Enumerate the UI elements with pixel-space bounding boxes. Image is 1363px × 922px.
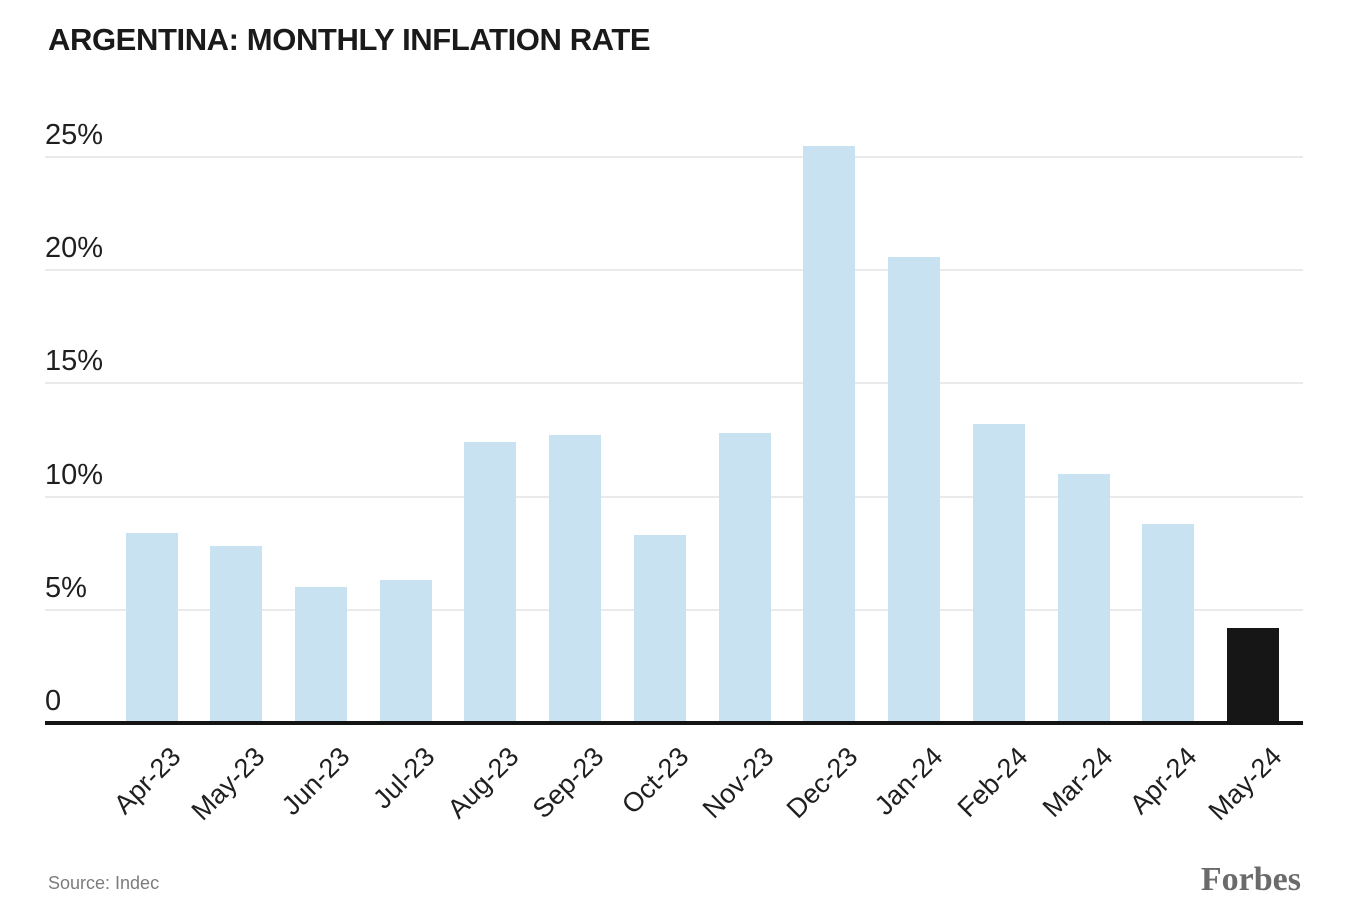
grid-line-20pct: [45, 269, 1303, 272]
y-tick-label-20pct: 20%: [45, 232, 104, 265]
bar-jan-24: [888, 256, 941, 723]
grid-line-10pct: [45, 495, 1303, 498]
bar-sep-23: [549, 435, 602, 723]
bar-aug-23: [464, 442, 517, 723]
y-tick-label-0pct: 0: [45, 685, 62, 717]
y-tick-label-5pct: 5%: [45, 571, 87, 604]
bar-nov-23: [718, 433, 771, 723]
bar-may-24: [1226, 627, 1279, 723]
forbes-logo: Forbes: [1200, 861, 1301, 898]
chart-title: ARGENTINA: MONTHLY INFLATION RATE: [48, 22, 651, 57]
bar-jun-23: [294, 587, 347, 723]
bar-dec-23: [803, 145, 856, 723]
y-tick-label-25pct: 25%: [45, 119, 104, 151]
bar-apr-24: [1142, 523, 1195, 723]
y-tick-label-15pct: 15%: [45, 345, 104, 378]
bar-feb-24: [972, 424, 1025, 723]
grid-line-25pct: [45, 156, 1303, 158]
bar-oct-23: [633, 535, 686, 723]
x-axis-line: [45, 721, 1303, 725]
bar-jul-23: [379, 580, 432, 723]
bar-apr-23: [125, 532, 178, 723]
bar-mar-24: [1057, 473, 1110, 723]
bar-may-23: [210, 546, 263, 723]
y-tick-label-10pct: 10%: [45, 458, 104, 491]
source-note: Source: Indec: [48, 873, 160, 893]
grid-line-15pct: [45, 382, 1303, 385]
